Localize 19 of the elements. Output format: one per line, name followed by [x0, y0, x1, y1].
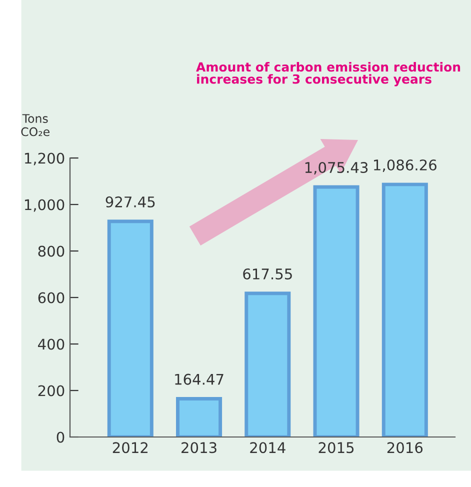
- data-label: 927.45: [106, 196, 155, 208]
- y-axis-title: Tons CO₂e: [21, 114, 50, 136]
- chart-title: Amount of carbon emission reduction increases for 3 consecutive years: [196, 62, 460, 86]
- x-tick-label: 2015: [318, 442, 354, 454]
- y-tick-label: 0: [56, 432, 64, 443]
- data-label: 164.47: [175, 374, 224, 385]
- x-tick-label: 2012: [112, 442, 148, 454]
- data-label: 1,075.43: [305, 162, 368, 175]
- data-label: 617.55: [243, 268, 292, 280]
- y-tick-label: 1,000: [24, 199, 64, 212]
- y-tick-label: 400: [38, 338, 64, 350]
- y-tick-label: 1,200: [24, 152, 64, 166]
- x-tick-label: 2013: [182, 442, 216, 454]
- y-tick-label: 600: [38, 292, 64, 304]
- x-tick-label: 2014: [250, 442, 286, 454]
- y-tick-label: 800: [38, 246, 64, 257]
- y-tick-label: 200: [38, 385, 64, 396]
- x-tick-label: 2016: [387, 442, 423, 454]
- data-label: 1,086.26: [374, 159, 436, 172]
